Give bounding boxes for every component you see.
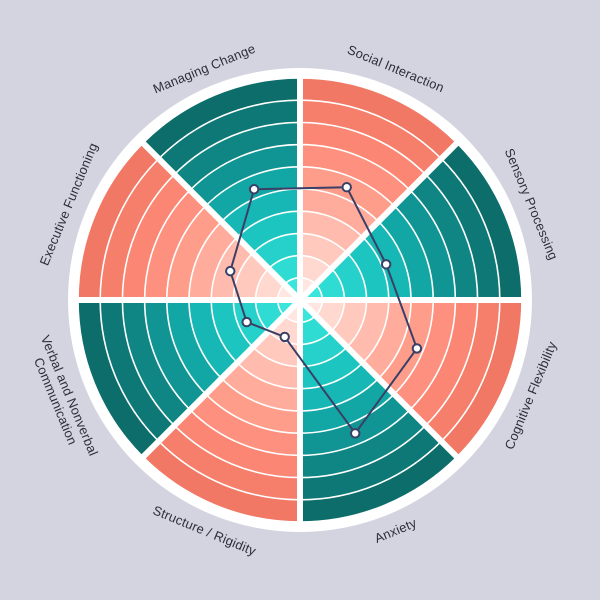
sectors-group [77, 77, 523, 523]
sector-divider [297, 139, 461, 303]
data-point [341, 181, 352, 193]
data-point [411, 343, 423, 354]
data-point [279, 331, 290, 343]
series-group [225, 181, 423, 439]
sector-dividers [76, 76, 524, 524]
data-point [248, 184, 260, 195]
data-point [350, 428, 361, 439]
data-point [380, 259, 392, 270]
data-point [241, 316, 252, 328]
sector-divider [139, 297, 303, 461]
sector-divider [139, 139, 303, 303]
sector-divider [297, 297, 461, 461]
data-point [225, 265, 236, 277]
